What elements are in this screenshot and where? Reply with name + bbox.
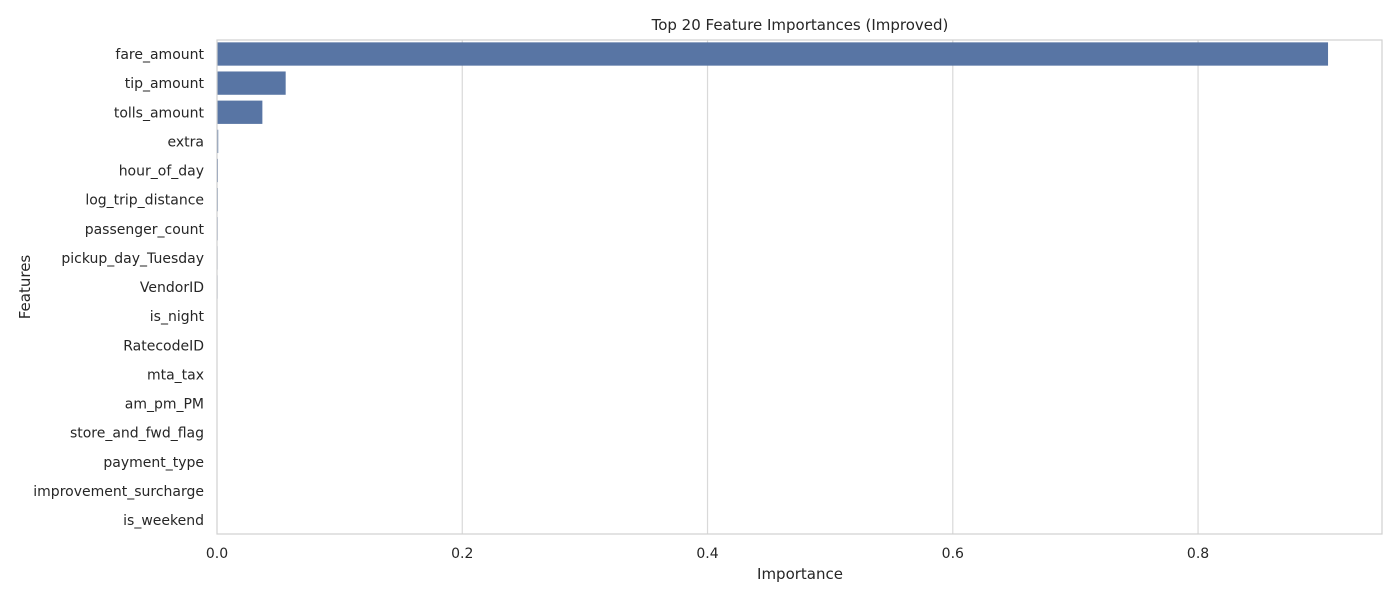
x-tick-label: 0.8 — [1187, 546, 1209, 562]
y-tick-label: store_and_fwd_flag — [70, 426, 204, 442]
y-tick-label: fare_amount — [115, 47, 204, 63]
y-tick-label: hour_of_day — [119, 164, 204, 180]
plot-frame — [216, 39, 1383, 535]
y-tick-label: is_night — [150, 309, 205, 325]
bar-tip_amount — [217, 71, 286, 95]
y-tick-label: VendorID — [140, 280, 204, 296]
y-axis-label: Features — [16, 255, 34, 320]
x-tick-label: 0.6 — [942, 546, 964, 562]
y-tick-label: passenger_count — [85, 222, 205, 238]
bars — [217, 42, 1329, 532]
x-tick-label: 0.0 — [206, 546, 228, 562]
y-tick-label: extra — [168, 134, 204, 150]
y-tick-label: tolls_amount — [114, 105, 205, 121]
grid-lines — [461, 40, 1199, 534]
x-tick-label: 0.2 — [451, 546, 473, 562]
y-tick-label: mta_tax — [147, 367, 204, 383]
y-tick-label: log_trip_distance — [85, 193, 204, 209]
y-tick-label: is_weekend — [123, 513, 204, 529]
y-tick-label: improvement_surcharge — [33, 484, 204, 500]
bar-extra — [217, 129, 219, 154]
chart-title: Top 20 Feature Importances (Improved) — [651, 16, 949, 34]
y-tick-label: am_pm_PM — [125, 397, 204, 413]
x-axis-label: Importance — [757, 565, 843, 583]
y-tick-label: pickup_day_Tuesday — [61, 251, 204, 267]
bar-fare_amount — [217, 42, 1329, 66]
x-tick-label: 0.4 — [696, 546, 718, 562]
y-tick-label: tip_amount — [125, 76, 205, 92]
x-tick-labels: 0.0 0.2 0.4 0.6 0.8 — [206, 546, 1209, 562]
y-tick-label: RatecodeID — [123, 338, 204, 354]
y-tick-label: payment_type — [103, 455, 204, 471]
bar-tolls_amount — [217, 100, 263, 124]
